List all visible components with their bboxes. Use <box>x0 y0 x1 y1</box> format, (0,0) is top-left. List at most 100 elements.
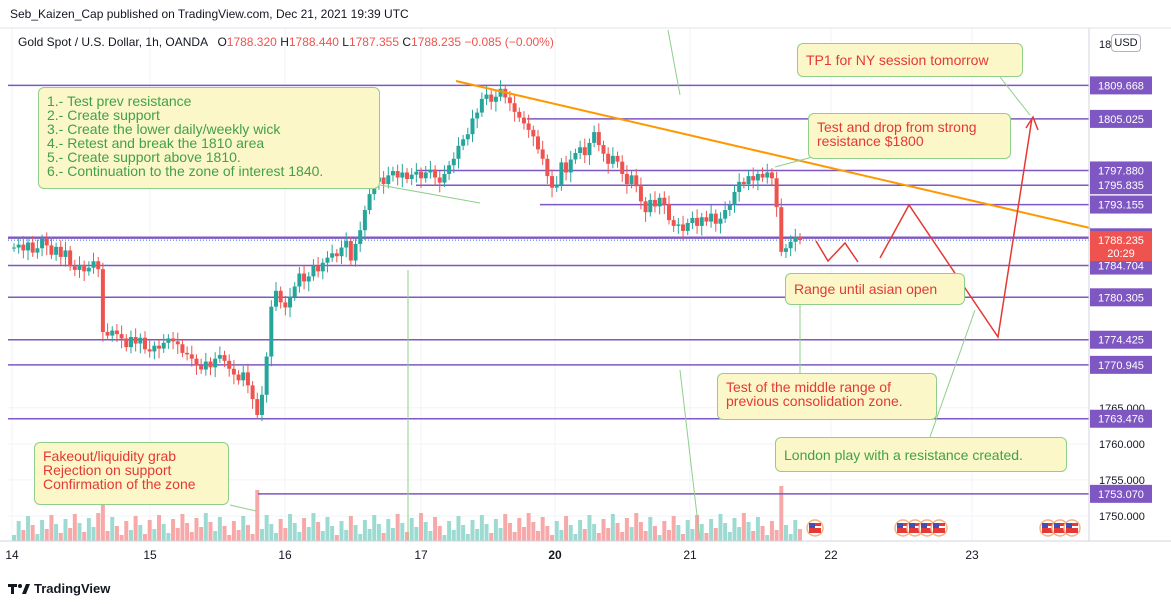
volume-bar <box>222 526 227 541</box>
candle-body <box>58 246 63 257</box>
axes <box>0 27 1171 542</box>
candle-body <box>765 172 770 178</box>
candle-body <box>751 176 756 181</box>
high-value: 1788.440 <box>288 35 339 49</box>
volume-bar <box>479 515 484 541</box>
candle-body <box>30 242 35 253</box>
volume-bar <box>512 532 517 541</box>
candle-body <box>634 175 639 187</box>
candle-body <box>437 177 442 183</box>
candle-body <box>610 155 615 164</box>
candle-body <box>732 191 737 205</box>
candle-body <box>344 241 349 248</box>
candle-body <box>709 213 714 222</box>
volume-bar <box>428 531 433 541</box>
london-projection <box>879 117 1033 340</box>
y-tick-label: 1755.000 <box>1099 475 1145 487</box>
volume-bar <box>138 525 143 541</box>
volume-bar <box>334 535 339 541</box>
volume-bar <box>596 533 601 541</box>
note-tp1[interactable]: TP1 for NY session tomorrow <box>797 43 1023 77</box>
volume-bar <box>442 535 447 541</box>
candle-body <box>545 158 550 177</box>
volume-bar <box>227 535 232 541</box>
volume-bar <box>114 526 119 541</box>
candle-body <box>587 142 592 156</box>
volume-bar <box>564 516 569 541</box>
level-price-tag <box>1090 176 1152 195</box>
note-pointer <box>229 504 257 512</box>
candle-body <box>662 197 667 205</box>
level-price-tag <box>1090 76 1152 95</box>
volume-bar <box>302 518 307 541</box>
us-event-flag-icon <box>1063 519 1081 537</box>
volume-bar <box>189 532 194 541</box>
volume-bar <box>133 516 138 541</box>
volume-bar <box>358 534 363 541</box>
candle-body <box>339 247 344 257</box>
volume-bar <box>507 523 512 541</box>
volume-bar <box>175 528 180 541</box>
level-price-tag <box>1090 161 1152 180</box>
volume-bar <box>278 519 283 541</box>
volume-bar <box>732 518 737 541</box>
candle-body <box>367 194 372 211</box>
close-label: C <box>402 35 412 49</box>
volume-bar <box>339 521 344 541</box>
volume-bar <box>465 534 470 541</box>
y-tick-label: 18 <box>1099 39 1111 51</box>
candle-body <box>769 172 774 179</box>
low-label: L <box>342 35 349 49</box>
footer[interactable]: TradingView <box>8 581 110 596</box>
volume-bar <box>119 535 124 541</box>
volume-bar <box>601 519 606 541</box>
volume-bar <box>185 523 190 541</box>
symbol-legend[interactable]: Gold Spot / U.S. Dollar, 1h, OANDA O1788… <box>18 35 554 49</box>
volume-bar <box>77 523 82 541</box>
volume-bar <box>503 514 508 541</box>
candle-body <box>166 338 171 343</box>
note-pointer <box>679 369 701 542</box>
time-axis[interactable]: 14 15 16 17 20 21 22 23 <box>5 548 979 562</box>
volume-bar <box>521 527 526 541</box>
volume-bar <box>161 524 166 541</box>
note-london[interactable]: London play with a resistance created. <box>775 437 1067 472</box>
note-range[interactable]: Range until asian open <box>785 273 965 305</box>
candle-body <box>419 171 424 179</box>
economic-events[interactable] <box>806 519 1081 537</box>
candle-body <box>788 241 793 249</box>
volume-bar <box>788 534 793 541</box>
volume-bar <box>629 527 634 541</box>
candle-body <box>189 354 194 359</box>
candle-body <box>582 147 587 156</box>
volume-bar <box>643 531 648 541</box>
candle-body <box>217 355 222 359</box>
currency-button[interactable]: USD <box>1111 34 1141 52</box>
note-test-drop[interactable]: Test and drop from strong resistance $18… <box>808 113 1011 159</box>
volume-bar <box>367 529 372 541</box>
candle-body <box>72 266 77 270</box>
candle-body <box>517 111 522 118</box>
volume-bar <box>741 513 746 541</box>
candle-body <box>255 399 260 415</box>
volume-bar <box>540 517 545 541</box>
candle-body <box>512 103 517 112</box>
volume-bar <box>30 525 35 541</box>
volume-bar <box>217 517 222 541</box>
volume-bar <box>386 519 391 541</box>
volume-bar <box>587 515 592 541</box>
price-axis[interactable]: 1750.0001755.0001760.0001765.000181809.6… <box>1090 39 1152 523</box>
volume-bar <box>648 517 653 541</box>
volume-bar <box>54 524 59 541</box>
volume-bar <box>606 528 611 541</box>
note-plan[interactable]: 1.- Test prev resistance 2.- Create supp… <box>38 87 380 189</box>
note-middle[interactable]: Test of the middle range of previous con… <box>717 373 937 420</box>
candle-body <box>133 337 138 344</box>
candle-body <box>493 96 498 102</box>
note-fakeout[interactable]: Fakeout/liquidity grab Rejection on supp… <box>34 442 229 505</box>
volume-bar <box>49 515 54 541</box>
candle-body <box>564 162 569 173</box>
volume-bar <box>213 531 218 541</box>
volume-bar <box>461 525 466 541</box>
